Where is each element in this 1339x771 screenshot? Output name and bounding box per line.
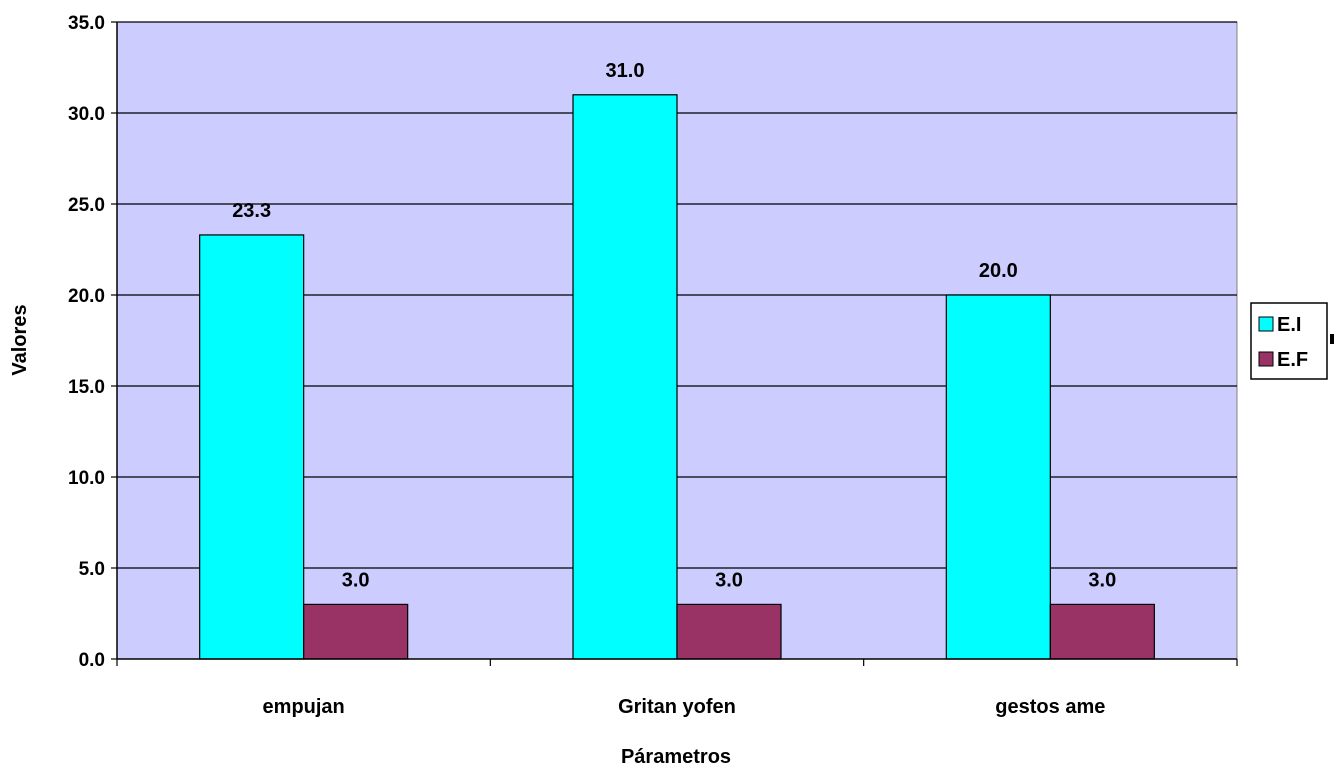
data-label: 20.0 bbox=[979, 260, 1018, 282]
x-category-label: empujan bbox=[263, 696, 345, 718]
y-tick-labels: 0.0 5.0 10.0 15.0 20.0 25.0 30.0 35.0 bbox=[68, 13, 105, 671]
data-label: 31.0 bbox=[606, 60, 645, 82]
y-tick-label: 25.0 bbox=[68, 195, 105, 216]
data-label: 3.0 bbox=[342, 569, 370, 591]
x-axis-title: Párametros bbox=[621, 746, 731, 768]
bar-ei bbox=[945, 294, 1051, 660]
y-tick-label: 5.0 bbox=[79, 559, 105, 580]
axes bbox=[116, 22, 1238, 666]
bar-ef bbox=[676, 603, 782, 660]
y-tick-label: 15.0 bbox=[68, 377, 105, 398]
y-tick-label: 10.0 bbox=[68, 468, 105, 489]
y-tick-label: 0.0 bbox=[79, 650, 105, 671]
y-tick-label: 30.0 bbox=[68, 104, 105, 125]
data-labels: 23.3 3.0 31.0 3.0 20.0 3.0 bbox=[232, 60, 1116, 592]
data-label: 3.0 bbox=[1088, 569, 1116, 591]
y-tick-label: 20.0 bbox=[68, 286, 105, 307]
data-label: 3.0 bbox=[715, 569, 743, 591]
bars bbox=[199, 94, 1155, 660]
data-label: 23.3 bbox=[232, 200, 271, 222]
legend: E.I E.F bbox=[1250, 302, 1328, 380]
legend-swatch-ef bbox=[1258, 351, 1274, 367]
legend-marker bbox=[1330, 334, 1334, 344]
bar-ei bbox=[572, 94, 678, 660]
legend-label-ef: E.F bbox=[1277, 349, 1308, 371]
x-category-labels: empujan Gritan yofen gestos ame bbox=[263, 696, 1106, 718]
bar-ei bbox=[199, 234, 305, 660]
bar-ef bbox=[303, 603, 409, 660]
bar-ef bbox=[1049, 603, 1155, 660]
y-axis-title: Valores bbox=[9, 304, 31, 375]
y-tick-label: 35.0 bbox=[68, 13, 105, 34]
x-category-label: Gritan yofen bbox=[618, 696, 736, 718]
legend-box bbox=[1250, 302, 1328, 380]
legend-label-ei: E.I bbox=[1277, 314, 1301, 336]
x-category-label: gestos ame bbox=[995, 696, 1105, 718]
legend-swatch-ei bbox=[1258, 316, 1274, 332]
